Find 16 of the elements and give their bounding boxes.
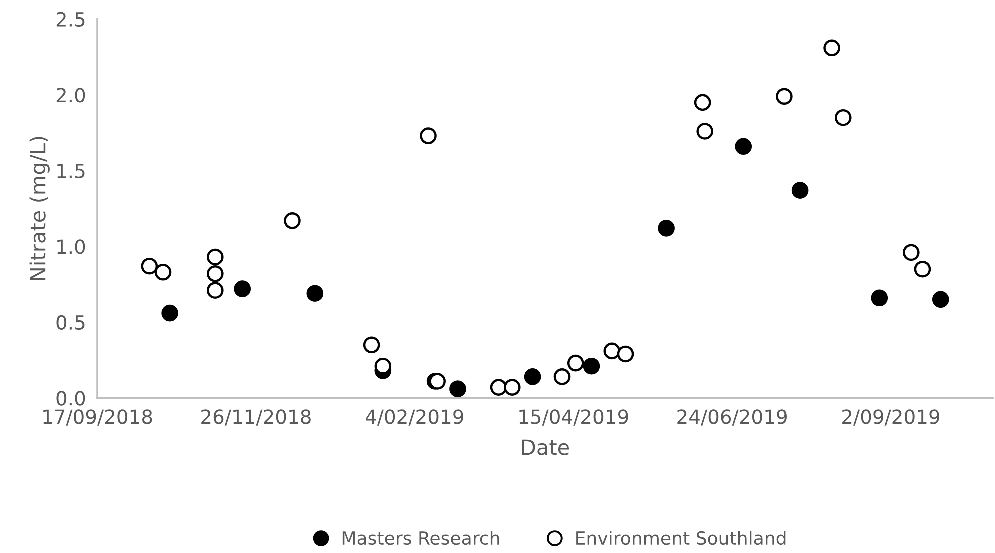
x-axis-title: Date [522, 440, 570, 456]
y-tick-label: 1.5 [58, 164, 85, 179]
y-tick-label: 0.0 [56, 391, 86, 406]
y-tick-label: 2.5 [56, 12, 85, 28]
x-tick-label: 4/02/2019 [366, 410, 464, 426]
x-tick-label: 2/09/2019 [842, 410, 940, 426]
legend-label: Environment Southland [576, 531, 786, 546]
y-tick-label: 1.0 [58, 240, 86, 254]
x-tick-label: 17/09/2018 [44, 410, 152, 426]
y-axis-title: Nitrate (mg/L) [30, 137, 50, 280]
y-tick-label: 0.5 [56, 315, 85, 330]
x-tick-label: 26/11/2018 [202, 410, 311, 426]
x-tick-label: 15/04/2019 [520, 410, 628, 426]
legend-label: Masters Research [342, 531, 500, 546]
y-tick-label: 2.0 [56, 88, 86, 103]
x-tick-label: 24/06/2019 [678, 410, 787, 426]
